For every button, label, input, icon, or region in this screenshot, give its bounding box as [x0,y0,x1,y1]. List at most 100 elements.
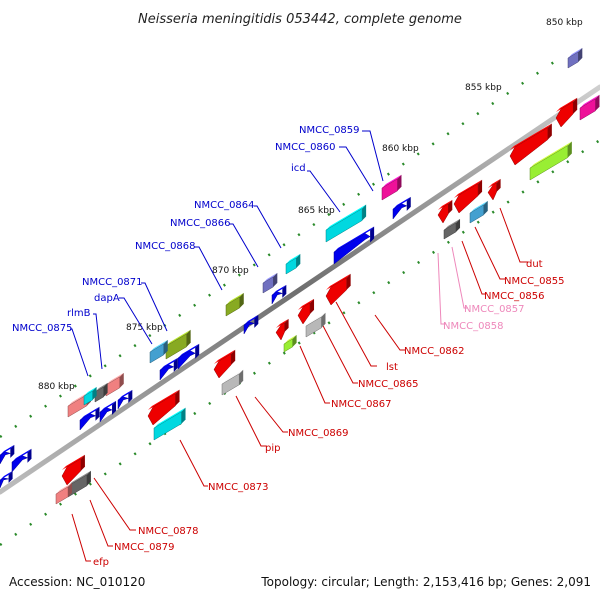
gene-label-nmcc-0867[interactable]: NMCC_0867 [331,399,392,410]
gene-block-nmcc-0871-2[interactable] [159,357,178,381]
gene-block-edge-2[interactable] [11,448,32,473]
gene-label-pip[interactable]: pip [265,443,280,454]
gene-block-nmcc-0856-2[interactable] [487,178,501,201]
gene-label-nmcc-0879[interactable]: NMCC_0879 [114,542,175,553]
gene-block-nmcc-0858[interactable] [443,218,461,240]
gene-block-nmcc-0875-2[interactable] [83,386,97,406]
gene-label-nmcc-0857[interactable]: NMCC_0857 [464,304,525,315]
gene-block-nmcc-0869-top [222,369,244,384]
gene-block-nmcc-0868-2[interactable] [243,314,259,335]
gene-label-rlmB[interactable]: rlmB [67,308,91,319]
reverse-leader-lines [71,207,528,562]
genome-summary-text: Topology: circular; Length: 2,153,416 bp… [260,575,591,589]
gene-label-dut[interactable]: dut [526,259,543,270]
leader-icd [307,170,341,213]
gene-block-nmcc-0869[interactable] [221,369,244,396]
gene-block-nmcc-0865-top [306,312,326,326]
gene-block-nmcc-0873[interactable] [147,389,180,426]
gene-block-nmcc-0860[interactable] [392,196,411,220]
gene-block-nmcc-0845-top [568,47,583,58]
gene-block-lst-side [310,298,315,314]
gene-label-icd[interactable]: icd [291,163,306,174]
gene-label-nmcc-0864[interactable]: NMCC_0864 [194,200,255,211]
gene-label-efp[interactable]: efp [93,557,109,568]
gene-block-icd-2[interactable] [333,226,375,265]
gene-block-nmcc-0875-2-top [84,386,97,396]
gene-label-nmcc-0855[interactable]: NMCC_0855 [504,276,565,287]
gene-label-dapA[interactable]: dapA [94,293,120,304]
gene-block-rlmB-2[interactable] [94,382,108,403]
gene-block-dut[interactable] [509,123,552,166]
gene-block-nmcc-0860-face [392,203,408,220]
leader-pip [235,395,266,447]
gene-block-nmcc-0873-face [147,393,176,426]
gene-block-nmcc-0875-3[interactable] [79,406,100,431]
leader-nmcc-0855 [474,226,505,280]
leader-nmcc-0862 [374,314,405,351]
leader-dapA [119,297,153,345]
gene-block-nmcc-0867-face [275,322,285,341]
leader-nmcc-0879 [89,499,113,547]
gene-block-edge-1[interactable] [0,444,15,465]
gene-block-nmcc-0859[interactable] [381,174,402,201]
gene-block-nmcc-0875-4-face [99,407,113,423]
gene-block-dut-2[interactable] [529,141,572,181]
gene-block-nmcc-0864[interactable] [262,272,278,294]
gene-block-icd-top [326,204,367,230]
gene-label-nmcc-0866[interactable]: NMCC_0866 [170,218,231,229]
gene-label-nmcc-0875[interactable]: NMCC_0875 [12,323,73,334]
gene-block-edge-3[interactable] [0,470,13,489]
gene-block-nmcc-0859-top [382,174,402,188]
gene-block-nmcc-0856[interactable] [469,200,488,224]
gene-block-nmcc-0845[interactable] [567,47,583,69]
gene-block-edge-r2[interactable] [579,94,600,121]
kbp-label-870: 870 kbp [212,266,249,276]
gene-block-nmcc-0862[interactable] [325,273,351,306]
gene-block-nmcc-0878[interactable] [61,454,85,486]
gene-label-nmcc-0856[interactable]: NMCC_0856 [484,291,545,302]
gene-block-pip[interactable] [213,349,236,379]
gene-block-nmcc-0866[interactable] [285,253,301,275]
gene-block-lst[interactable] [297,298,315,325]
gene-block-nmcc-0873-2[interactable] [153,407,186,441]
gene-block-efp[interactable] [55,482,73,505]
gene-label-nmcc-0869[interactable]: NMCC_0869 [288,428,349,439]
kbp-label-850: 850 kbp [546,18,583,28]
gene-block-nmcc-0871-3-face [177,350,196,370]
gene-block-nmcc-0875-3-top [80,406,100,420]
gene-block-nmcc-0871-3[interactable] [177,343,200,370]
gene-block-nmcc-0871[interactable] [165,329,191,360]
gene-label-nmcc-0858[interactable]: NMCC_0858 [443,321,504,332]
gene-block-nmcc-0845-side [578,47,583,62]
gene-block-nmcc-0865[interactable] [305,312,326,338]
gene-block-nmcc-0867-2[interactable] [283,334,297,353]
gene-label-nmcc-0860[interactable]: NMCC_0860 [275,142,336,153]
gene-block-nmcc-0864-2[interactable] [271,284,287,305]
gene-block-rlmB[interactable] [105,372,124,397]
gene-block-lst-top [298,298,315,310]
gene-block-nmcc-0867[interactable] [275,318,289,341]
gene-block-nmcc-0868[interactable] [225,292,244,317]
pseudo-leader-lines [437,246,468,325]
gene-label-nmcc-0878[interactable]: NMCC_0878 [138,526,199,537]
accession-text: Accession: NC_010120 [9,575,145,589]
leader-nmcc-0875 [70,328,89,377]
gene-label-nmcc-0862[interactable]: NMCC_0862 [404,346,465,357]
gene-block-icd[interactable] [325,204,367,243]
gene-block-nmcc-0875-5[interactable] [117,389,133,410]
gene-block-edge-r1[interactable] [555,97,578,128]
gene-block-dapA[interactable] [149,339,168,364]
gene-block-nmcc-0875-4[interactable] [99,400,117,423]
gene-label-lst[interactable]: lst [386,362,398,373]
gene-label-nmcc-0865[interactable]: NMCC_0865 [358,379,419,390]
gene-block-nmcc-0857[interactable] [437,199,453,224]
gene-label-nmcc-0871[interactable]: NMCC_0871 [82,277,143,288]
gene-label-nmcc-0868[interactable]: NMCC_0868 [135,241,196,252]
gene-block-dut-face [509,127,549,166]
gene-block-nmcc-0862-top [326,273,351,290]
gene-block-nmcc-0855[interactable] [453,179,483,214]
gene-label-nmcc-0873[interactable]: NMCC_0873 [208,482,269,493]
gene-block-nmcc-0868-2-side [254,314,259,328]
gene-label-nmcc-0859[interactable]: NMCC_0859 [299,125,360,136]
